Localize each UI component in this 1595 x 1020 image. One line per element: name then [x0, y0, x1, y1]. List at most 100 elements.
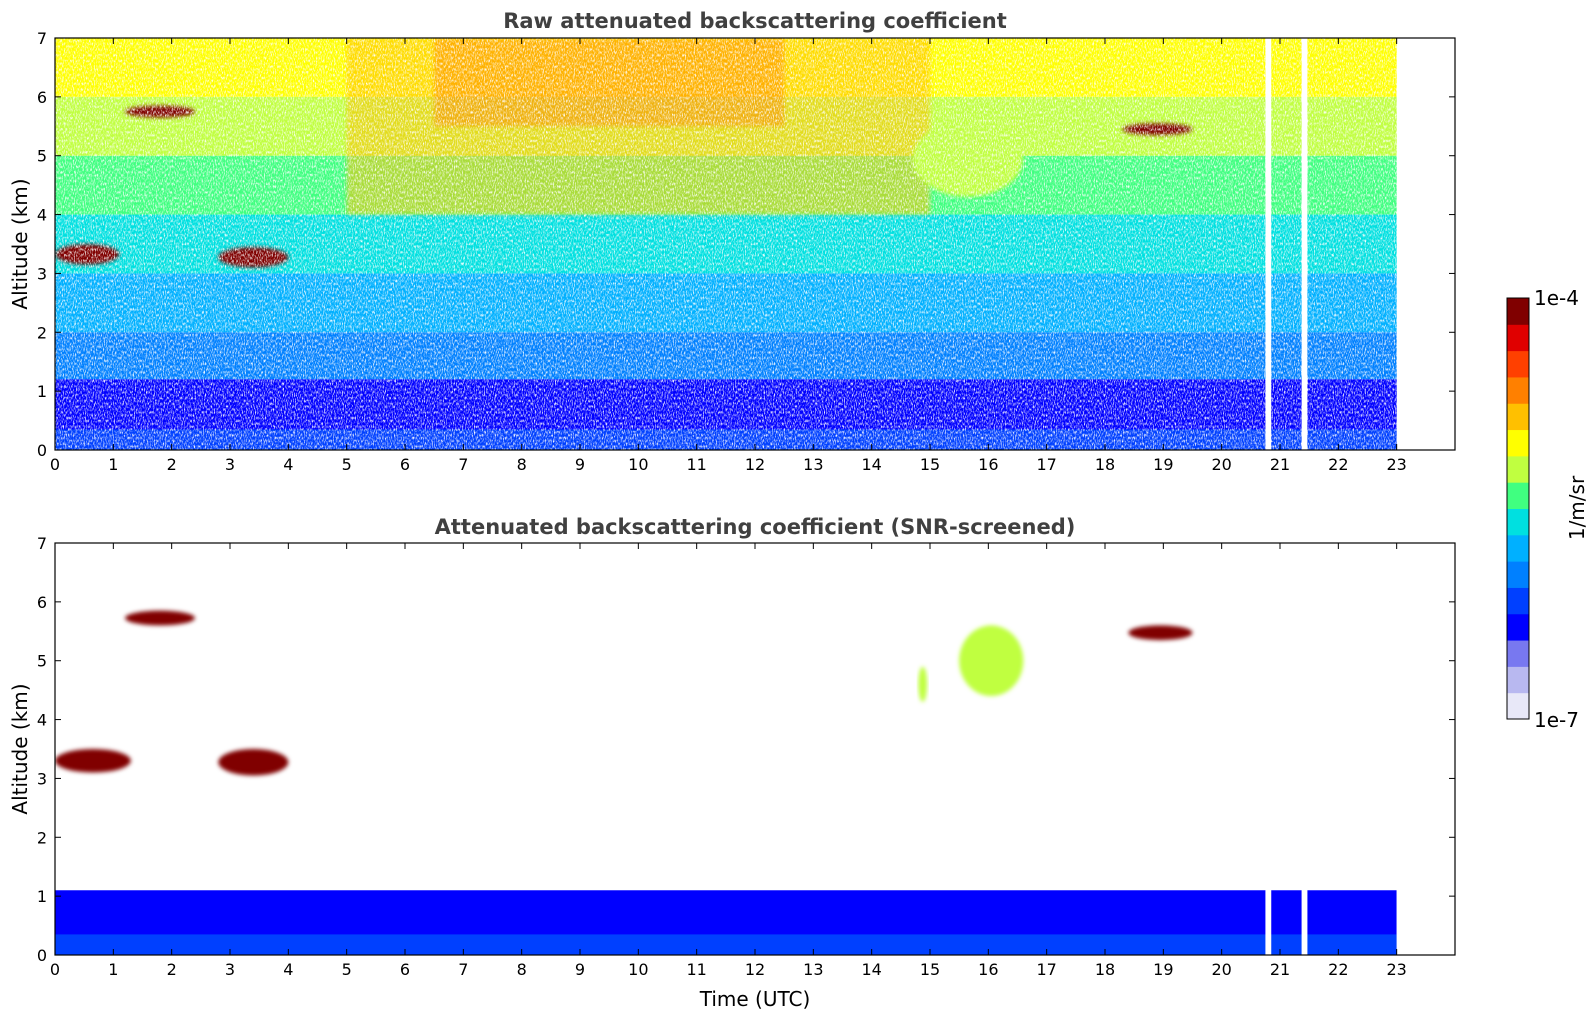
x-tick-label: 7	[458, 455, 468, 474]
screened-y-axis: 0 1 2 3 4 5 6 7	[37, 534, 1455, 965]
raw-no-data-regions	[1265, 38, 1455, 450]
x-tick-label: 7	[458, 960, 468, 979]
y-tick-label: 5	[37, 652, 47, 671]
data-gap	[1265, 38, 1272, 450]
y-tick-label: 1	[37, 887, 47, 906]
data-gap	[1301, 543, 1308, 955]
colorbar-step	[1507, 692, 1529, 720]
x-tick-label: 18	[1095, 960, 1115, 979]
x-tick-label: 11	[686, 960, 706, 979]
colorbar-step	[1507, 666, 1529, 694]
x-tick-label: 17	[1036, 960, 1056, 979]
raw-x-axis: 0 1 2 3 4 5 6 7 8 9 10 11 12 13 14 15 16 17 18 19 20 21 22 23	[50, 38, 1407, 474]
x-tick-label: 6	[400, 960, 410, 979]
y-tick-label: 4	[37, 711, 47, 730]
screened-cloud-features	[55, 610, 1397, 955]
x-tick-label: 23	[1386, 960, 1406, 979]
y-tick-label: 2	[37, 323, 47, 342]
x-tick-label: 18	[1095, 455, 1115, 474]
y-tick-label: 3	[37, 769, 47, 788]
colorbar-step	[1507, 350, 1529, 378]
x-tick-label: 1	[108, 960, 118, 979]
colorbar-step	[1507, 482, 1529, 509]
no-data-region	[1396, 38, 1455, 450]
screened-panel-title: Attenuated backscattering coefficient (S…	[435, 515, 1076, 539]
x-tick-label: 10	[628, 455, 648, 474]
colorbar-step	[1507, 455, 1529, 483]
thin-cloud	[918, 666, 928, 702]
x-tick-label: 21	[1270, 455, 1290, 474]
x-tick-label: 22	[1328, 960, 1348, 979]
x-tick-label: 1	[108, 455, 118, 474]
x-tick-label: 6	[400, 455, 410, 474]
colorbar-frame	[1506, 297, 1530, 720]
x-tick-label: 0	[50, 455, 60, 474]
x-tick-label: 23	[1386, 455, 1406, 474]
x-tick-label: 13	[803, 960, 823, 979]
screened-y-axis-label: Altitude (km)	[8, 683, 32, 814]
colorbar-gradient	[1507, 298, 1529, 720]
x-tick-label: 9	[575, 455, 585, 474]
screened-no-data-regions	[1265, 543, 1455, 955]
x-tick-label: 14	[861, 455, 881, 474]
thin-cloud	[959, 625, 1024, 697]
colorbar-step	[1507, 429, 1529, 457]
colorbar-step	[1507, 534, 1529, 562]
colorbar-unit-label: 1/m/sr	[1565, 475, 1589, 540]
y-tick-label: 5	[37, 147, 47, 166]
colorbar: 1e-4 1e-7 1/m/sr	[1506, 286, 1589, 732]
x-tick-label: 17	[1036, 455, 1056, 474]
colorbar-step	[1507, 298, 1529, 325]
boundary-layer-core	[55, 934, 1397, 955]
cloud-layer	[55, 749, 131, 773]
cloud-layer	[218, 749, 289, 776]
colorbar-step	[1507, 376, 1529, 404]
y-tick-label: 7	[37, 534, 47, 553]
x-tick-label: 15	[920, 960, 940, 979]
x-tick-label: 10	[628, 960, 648, 979]
y-tick-label: 0	[37, 441, 47, 460]
x-tick-label: 14	[861, 960, 881, 979]
no-data-region	[1396, 543, 1455, 955]
colorbar-step	[1507, 508, 1529, 536]
x-tick-label: 0	[50, 960, 60, 979]
y-tick-label: 6	[37, 593, 47, 612]
x-axis-label: Time (UTC)	[699, 987, 811, 1011]
raw-noise-overlay	[55, 38, 1455, 450]
colorbar-max-label: 1e-4	[1534, 286, 1579, 310]
x-tick-label: 4	[283, 960, 293, 979]
colorbar-step	[1507, 324, 1529, 352]
x-tick-label: 4	[283, 455, 293, 474]
colorbar-step	[1507, 640, 1529, 667]
raw-backscatter-panel: Raw attenuated backscattering coefficien…	[8, 9, 1456, 474]
x-tick-label: 12	[745, 455, 765, 474]
colorbar-step	[1507, 561, 1529, 588]
screened-plot-background	[55, 543, 1455, 955]
x-tick-label: 2	[167, 960, 177, 979]
y-tick-label: 2	[37, 828, 47, 847]
x-tick-label: 3	[225, 960, 235, 979]
x-tick-label: 9	[575, 960, 585, 979]
x-tick-label: 19	[1153, 960, 1173, 979]
x-tick-label: 13	[803, 455, 823, 474]
x-tick-label: 2	[167, 455, 177, 474]
raw-y-axis: 0 1 2 3 4 5 6 7	[37, 29, 1455, 460]
y-tick-label: 3	[37, 264, 47, 283]
x-tick-label: 16	[978, 960, 998, 979]
x-tick-label: 8	[517, 960, 527, 979]
data-gap	[1301, 38, 1308, 450]
screened-x-axis: 0 1 2 3 4 5 6 7 8 9 10 11 12 13 14 15 16 17 18 19 20 21 22 23	[50, 543, 1407, 979]
raw-y-axis-label: Altitude (km)	[8, 178, 32, 309]
x-tick-label: 8	[517, 455, 527, 474]
screened-backscatter-panel: Attenuated backscattering coefficient (S…	[8, 515, 1456, 1011]
colorbar-min-label: 1e-7	[1534, 708, 1579, 732]
data-gap	[1265, 543, 1272, 955]
colorbar-step	[1507, 613, 1529, 641]
x-tick-label: 5	[342, 960, 352, 979]
y-tick-label: 0	[37, 946, 47, 965]
y-tick-label: 6	[37, 88, 47, 107]
y-tick-label: 7	[37, 29, 47, 48]
x-tick-label: 19	[1153, 455, 1173, 474]
x-tick-label: 21	[1270, 960, 1290, 979]
